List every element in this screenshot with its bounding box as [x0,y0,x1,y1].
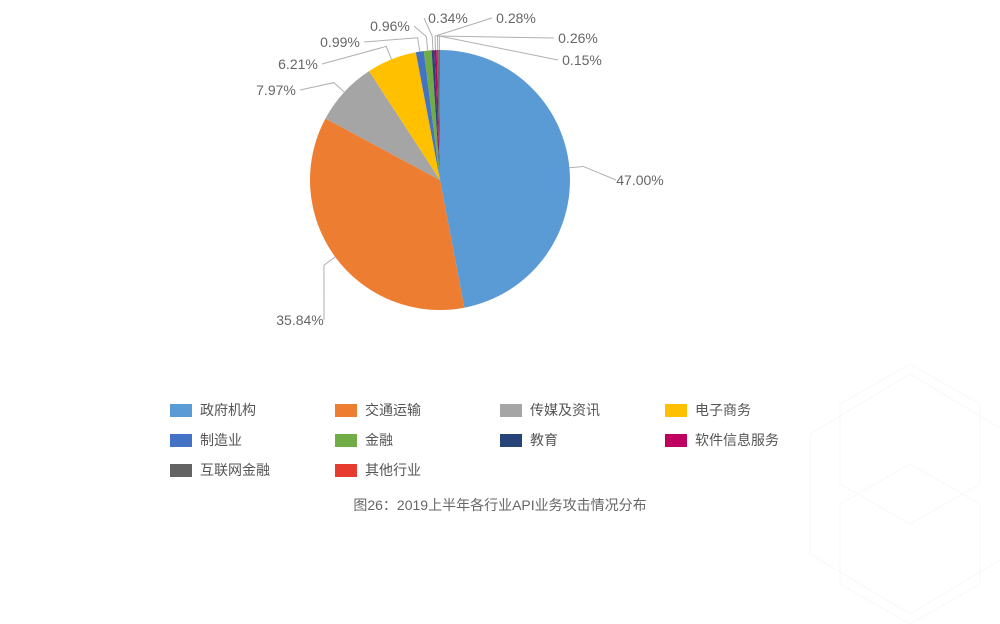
legend-swatch [170,464,192,477]
slice-pct-label: 0.26% [558,30,598,46]
legend-swatch [500,434,522,447]
slice-pct-label: 0.15% [562,52,602,68]
legend-label: 软件信息服务 [695,430,779,450]
leader-line [324,257,335,320]
legend-label: 其他行业 [365,460,421,480]
legend-item: 制造业 [170,425,335,455]
leader-line [569,166,616,180]
legend-label: 制造业 [200,430,242,450]
legend-label: 互联网金融 [200,460,270,480]
leader-line [300,83,344,92]
legend-swatch [665,404,687,417]
pie-slice [440,50,570,308]
legend-swatch [335,464,357,477]
legend-swatch [500,404,522,417]
legend-label: 电子商务 [695,400,751,420]
slice-pct-label: 0.28% [496,10,536,26]
leader-line [364,38,420,52]
legend-swatch [335,434,357,447]
legend-label: 教育 [530,430,558,450]
pie-chart: 47.00% 35.84% 7.97% 6.21%0.99% 0.96% 0.34% 0.2… [0,0,1000,380]
legend-item: 交通运输 [335,395,500,425]
legend-label: 政府机构 [200,400,256,420]
slice-pct-label: 0.99% [320,34,360,50]
legend-item: 电子商务 [665,395,830,425]
legend-item: 软件信息服务 [665,425,830,455]
legend-item: 教育 [500,425,665,455]
chart-caption: 图26：2019上半年各行业API业务攻击情况分布 [0,495,1000,515]
legend: 政府机构 交通运输 传媒及资讯 电子商务制造业 金融 教育 软件信息服务互联网金融 其他行业 [170,395,830,485]
legend-label: 传媒及资讯 [530,400,600,420]
legend-item: 传媒及资讯 [500,395,665,425]
leader-line [437,36,554,50]
legend-label: 交通运输 [365,400,421,420]
legend-swatch [665,434,687,447]
legend-item: 政府机构 [170,395,335,425]
legend-item: 互联网金融 [170,455,335,485]
legend-swatch [170,404,192,417]
slice-pct-label: 7.97% [256,82,296,98]
slice-pct-label: 0.34% [428,10,468,26]
legend-swatch [170,434,192,447]
slice-pct-label: 47.00% [616,172,663,188]
slice-pct-label: 0.96% [370,18,410,34]
legend-item: 金融 [335,425,500,455]
legend-label: 金融 [365,430,393,450]
slice-pct-label: 6.21% [278,56,318,72]
slice-pct-label: 35.84% [276,312,323,328]
legend-item: 其他行业 [335,455,500,485]
legend-swatch [335,404,357,417]
